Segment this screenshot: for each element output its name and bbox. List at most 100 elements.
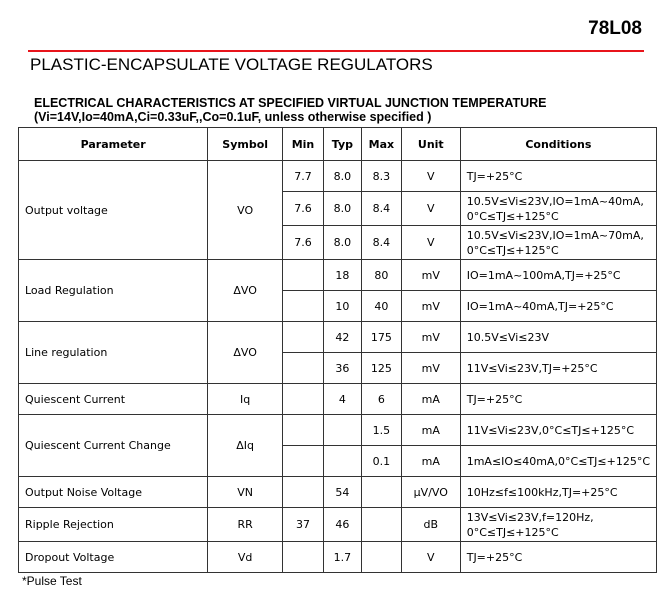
parameter-cell: Output voltage	[17, 160, 209, 260]
min-cell	[282, 541, 324, 573]
unit-cell: mA	[400, 383, 461, 415]
typ-cell: 36	[322, 352, 362, 384]
typ-cell	[322, 445, 362, 477]
parameter-cell: Dropout Voltage	[17, 541, 209, 573]
section-subtitle: (Vi=14V,Io=40mA,Ci=0.33uF,,Co=0.1uF, unl…	[34, 110, 432, 124]
min-cell	[282, 352, 324, 384]
max-cell: 175	[360, 321, 402, 353]
typ-cell: 18	[322, 259, 362, 291]
typ-cell: 54	[322, 476, 362, 508]
min-cell: 7.6	[282, 191, 324, 226]
typ-cell: 46	[322, 507, 362, 542]
max-cell	[360, 507, 402, 542]
symbol-cell: ΔIq	[207, 414, 284, 477]
typ-cell: 4	[322, 383, 362, 415]
typ-cell: 8.0	[322, 160, 362, 192]
conditions-cell: 10.5V≤Vi≤23V,IO=1mA~70mA, 0°C≤TJ≤+125°C	[459, 225, 658, 260]
max-cell	[360, 476, 402, 508]
table-row: 36 125 mV 11V≤Vi≤23V,TJ=+25°C	[19, 352, 658, 384]
table-row: Ripple Rejection RR 37 46 dB 13V≤Vi≤23V,f=120…	[17, 507, 658, 542]
min-cell	[282, 414, 324, 446]
min-cell	[282, 476, 324, 508]
unit-cell: V	[400, 191, 461, 226]
footnote: *Pulse Test	[22, 574, 82, 588]
symbol-cell: VO	[207, 160, 284, 260]
max-cell: 125	[360, 352, 402, 384]
header-parameter: Parameter	[17, 127, 209, 161]
min-cell	[282, 290, 324, 322]
conditions-cell: TJ=+25°C	[459, 541, 658, 573]
max-cell: 80	[360, 259, 402, 291]
max-cell: 1.5	[360, 414, 402, 446]
symbol-cell: VN	[207, 476, 284, 508]
page-title: PLASTIC-ENCAPSULATE VOLTAGE REGULATORS	[30, 55, 433, 74]
conditions-cell: IO=1mA~100mA,TJ=+25°C	[459, 259, 658, 291]
parameter-cell: Ripple Rejection	[17, 507, 209, 542]
characteristics-table: Parameter Symbol Min Typ Max Unit Condit…	[17, 127, 658, 573]
conditions-cell: TJ=+25°C	[459, 383, 658, 415]
header-symbol: Symbol	[207, 127, 284, 161]
conditions-cell: 10.5V≤Vi≤23V,IO=1mA~40mA, 0°C≤TJ≤+125°C	[459, 191, 658, 226]
max-cell: 8.4	[360, 191, 402, 226]
symbol-cell: Vd	[207, 541, 284, 573]
parameter-cell: Line regulation	[17, 321, 209, 384]
header-rule	[28, 50, 644, 52]
max-cell: 0.1	[360, 445, 402, 477]
unit-cell: mV	[400, 321, 461, 353]
min-cell	[282, 383, 324, 415]
conditions-cell: 1mA≤IO≤40mA,0°C≤TJ≤+125°C	[459, 445, 658, 477]
max-cell	[360, 541, 402, 573]
header-conditions: Conditions	[459, 127, 658, 161]
typ-cell: 1.7	[322, 541, 362, 573]
unit-cell: V	[400, 225, 461, 260]
typ-cell	[322, 414, 362, 446]
min-cell: 7.7	[282, 160, 324, 192]
table-row: 7.6 8.0 8.4 V 10.5V≤Vi≤23V,IO=1mA~70mA, 0°C≤…	[19, 225, 658, 260]
max-cell: 8.3	[360, 160, 402, 192]
table-row: 7.6 8.0 8.4 V 10.5V≤Vi≤23V,IO=1mA~40mA, 0°C≤…	[19, 191, 658, 226]
symbol-cell: RR	[207, 507, 284, 542]
typ-cell: 8.0	[322, 191, 362, 226]
unit-cell: V	[400, 160, 461, 192]
typ-cell: 8.0	[322, 225, 362, 260]
section-heading: ELECTRICAL CHARACTERISTICS AT SPECIFIED …	[34, 96, 547, 124]
max-cell: 6	[360, 383, 402, 415]
table-row: 10 40 mV IO=1mA~40mA,TJ=+25°C	[19, 290, 658, 322]
max-cell: 8.4	[360, 225, 402, 260]
header-min: Min	[282, 127, 324, 161]
unit-cell: mV	[400, 290, 461, 322]
part-number: 78L08	[588, 18, 642, 39]
conditions-cell: 10Hz≤f≤100kHz,TJ=+25°C	[459, 476, 658, 508]
unit-cell: mV	[400, 352, 461, 384]
min-cell	[282, 321, 324, 353]
conditions-cell: 11V≤Vi≤23V,0°C≤TJ≤+125°C	[459, 414, 658, 446]
unit-cell: mA	[400, 445, 461, 477]
parameter-cell: Output Noise Voltage	[17, 476, 209, 508]
unit-cell: V	[400, 541, 461, 573]
symbol-cell: ΔVO	[207, 259, 284, 322]
table-row: Output Noise Voltage VN 54 μV/VO 10Hz≤f≤100k…	[17, 476, 658, 508]
symbol-cell: ΔVO	[207, 321, 284, 384]
typ-cell: 10	[322, 290, 362, 322]
table-row: Output voltage VO 7.7 8.0 8.3 V TJ=+25°C	[17, 160, 658, 260]
section-title: ELECTRICAL CHARACTERISTICS AT SPECIFIED …	[34, 96, 547, 110]
table-row: Quiescent Current Change ΔIq 1.5 mA 11V≤Vi≤2…	[17, 414, 658, 477]
conditions-cell: 11V≤Vi≤23V,TJ=+25°C	[459, 352, 658, 384]
table-row: Load Regulation ΔVO 18 80 mV IO=1mA~100mA,TJ=…	[17, 259, 658, 322]
table-row: Dropout Voltage Vd 1.7 V TJ=+25°C	[17, 541, 658, 573]
min-cell	[282, 259, 324, 291]
header-unit: Unit	[400, 127, 461, 161]
min-cell	[282, 445, 324, 477]
conditions-cell: 10.5V≤Vi≤23V	[459, 321, 658, 353]
table-row: 0.1 mA 1mA≤IO≤40mA,0°C≤TJ≤+125°C	[19, 445, 658, 477]
table-row: Line regulation ΔVO 42 175 mV 10.5V≤Vi≤23V	[17, 321, 658, 384]
parameter-cell: Quiescent Current Change	[17, 414, 209, 477]
parameter-cell: Load Regulation	[17, 259, 209, 322]
unit-cell: dB	[400, 507, 461, 542]
typ-cell: 42	[322, 321, 362, 353]
header-typ: Typ	[322, 127, 362, 161]
conditions-cell: 13V≤Vi≤23V,f=120Hz, 0°C≤TJ≤+125°C	[459, 507, 658, 542]
max-cell: 40	[360, 290, 402, 322]
table-header-row: Parameter Symbol Min Typ Max Unit Condit…	[17, 127, 658, 161]
parameter-cell: Quiescent Current	[17, 383, 209, 415]
